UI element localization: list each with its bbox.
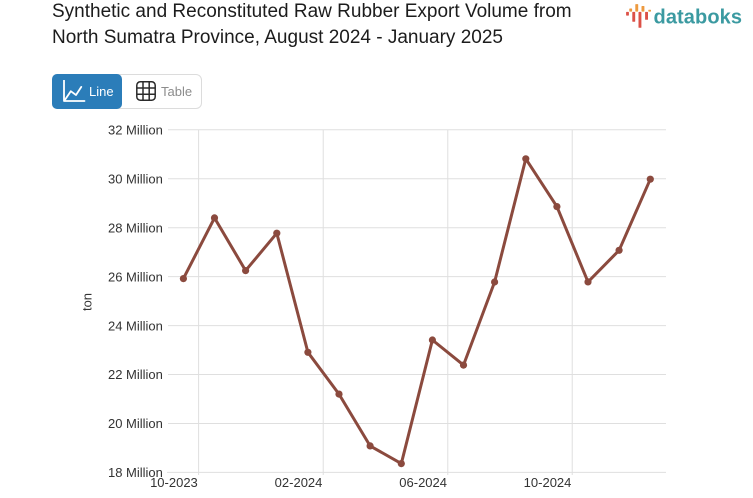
svg-text:18 Million: 18 Million bbox=[108, 465, 163, 480]
svg-text:28 Million: 28 Million bbox=[108, 220, 163, 235]
svg-text:02-2024: 02-2024 bbox=[275, 475, 323, 490]
svg-text:20 Million: 20 Million bbox=[108, 416, 163, 431]
svg-text:24 Million: 24 Million bbox=[108, 318, 163, 333]
svg-text:10-2024: 10-2024 bbox=[524, 475, 572, 490]
svg-text:10-2023: 10-2023 bbox=[150, 475, 198, 490]
svg-text:databoks: databoks bbox=[654, 7, 743, 29]
svg-text:06-2024: 06-2024 bbox=[399, 475, 447, 490]
svg-text:22 Million: 22 Million bbox=[108, 367, 163, 382]
svg-text:ton: ton bbox=[80, 293, 95, 311]
svg-text:32 Million: 32 Million bbox=[108, 123, 163, 138]
svg-text:30 Million: 30 Million bbox=[108, 171, 163, 186]
svg-text:26 Million: 26 Million bbox=[108, 269, 163, 284]
